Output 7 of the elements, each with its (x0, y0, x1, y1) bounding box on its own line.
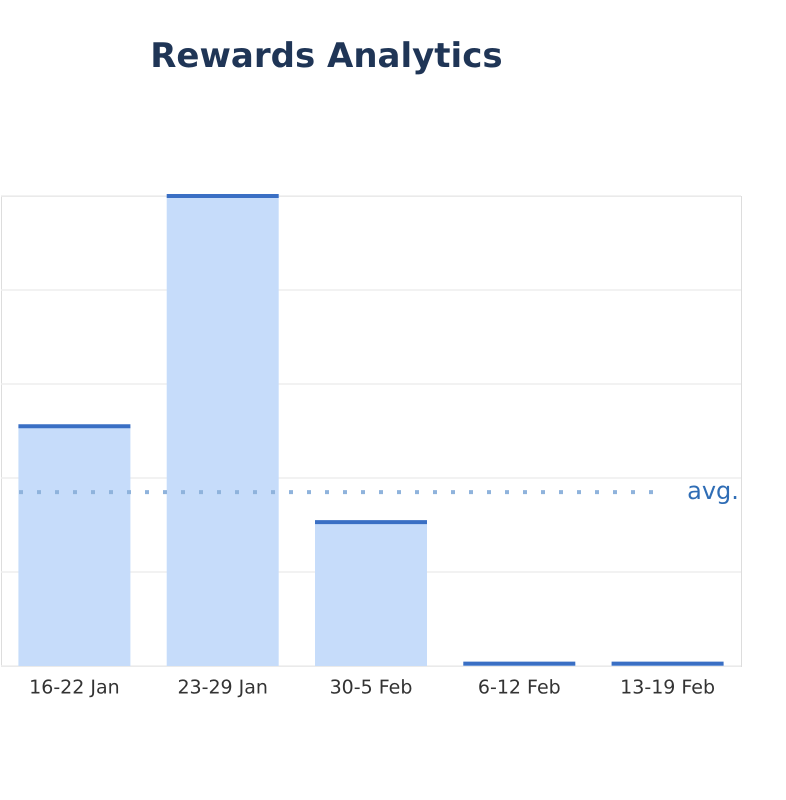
x-tick-label: 16-22 Jan (29, 676, 120, 698)
x-tick-label: 13-19 Feb (620, 676, 716, 698)
ref-line-label: avg. (687, 477, 739, 506)
chart-title: Rewards Analytics (150, 36, 503, 76)
x-tick-label: 6-12 Feb (478, 676, 561, 698)
x-tick-label: 23-29 Jan (177, 676, 268, 698)
x-tick-label: 30-5 Feb (330, 676, 412, 698)
